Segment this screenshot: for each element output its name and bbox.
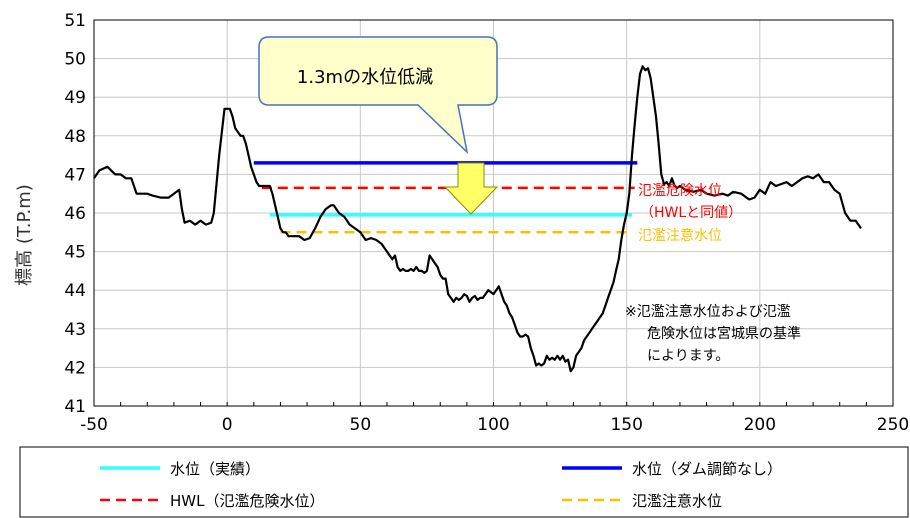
legend-label: 水位（実績） — [170, 460, 260, 478]
legend-label: 氾濫注意水位 — [632, 492, 722, 510]
legend-label: HWL（氾濫危険水位） — [170, 492, 324, 510]
x-tick-label: -50 — [80, 415, 108, 435]
danger-level-sublabel: （HWLと同値） — [640, 205, 742, 221]
note-line-1: ※氾濫注意水位および氾濫 — [625, 303, 791, 320]
x-tick-label: 150 — [610, 415, 642, 435]
y-tick-label: 50 — [64, 50, 86, 70]
danger-level-label: 氾濫危険水位 — [638, 183, 722, 199]
y-tick-label: 48 — [64, 127, 86, 147]
y-tick-label: 49 — [64, 88, 86, 108]
series-lines — [253, 161, 638, 234]
ticks: -50 0 50 100 150 200 250 41 42 43 44 45 46 47 48 49 50 51 — [64, 11, 909, 435]
y-axis-label: 標高 (T.P.m) — [14, 184, 35, 286]
x-tick-label: 200 — [744, 415, 776, 435]
y-tick-label: 47 — [64, 165, 86, 185]
caution-level-label: 氾濫注意水位 — [638, 227, 722, 244]
x-tick-label: 0 — [222, 415, 233, 435]
y-tick-label: 42 — [64, 358, 86, 378]
x-tick-label: 50 — [350, 415, 372, 435]
y-tick-label: 41 — [64, 397, 86, 417]
y-tick-label: 43 — [64, 320, 86, 340]
note-line-2: 危険水位は宮城県の基準 — [647, 325, 801, 342]
y-tick-label: 44 — [64, 281, 86, 301]
x-tick-label: 250 — [877, 415, 909, 435]
legend-box — [19, 446, 909, 518]
x-tick-label: 100 — [477, 415, 509, 435]
down-arrow-icon — [443, 162, 499, 215]
y-tick-label: 46 — [64, 204, 86, 224]
y-tick-label: 51 — [64, 11, 86, 31]
note-line-3: によります。 — [647, 348, 729, 364]
callout-box — [258, 36, 498, 155]
legend-label: 水位（ダム調節なし） — [632, 460, 782, 478]
callout-text: 1.3mの水位低減 — [297, 67, 433, 88]
ground-profile-line — [93, 65, 862, 373]
y-tick-label: 45 — [64, 243, 86, 263]
legend: 水位（実績） 水位（ダム調節なし） HWL（氾濫危険水位） 氾濫注意水位 — [100, 460, 782, 510]
axes — [93, 19, 894, 407]
